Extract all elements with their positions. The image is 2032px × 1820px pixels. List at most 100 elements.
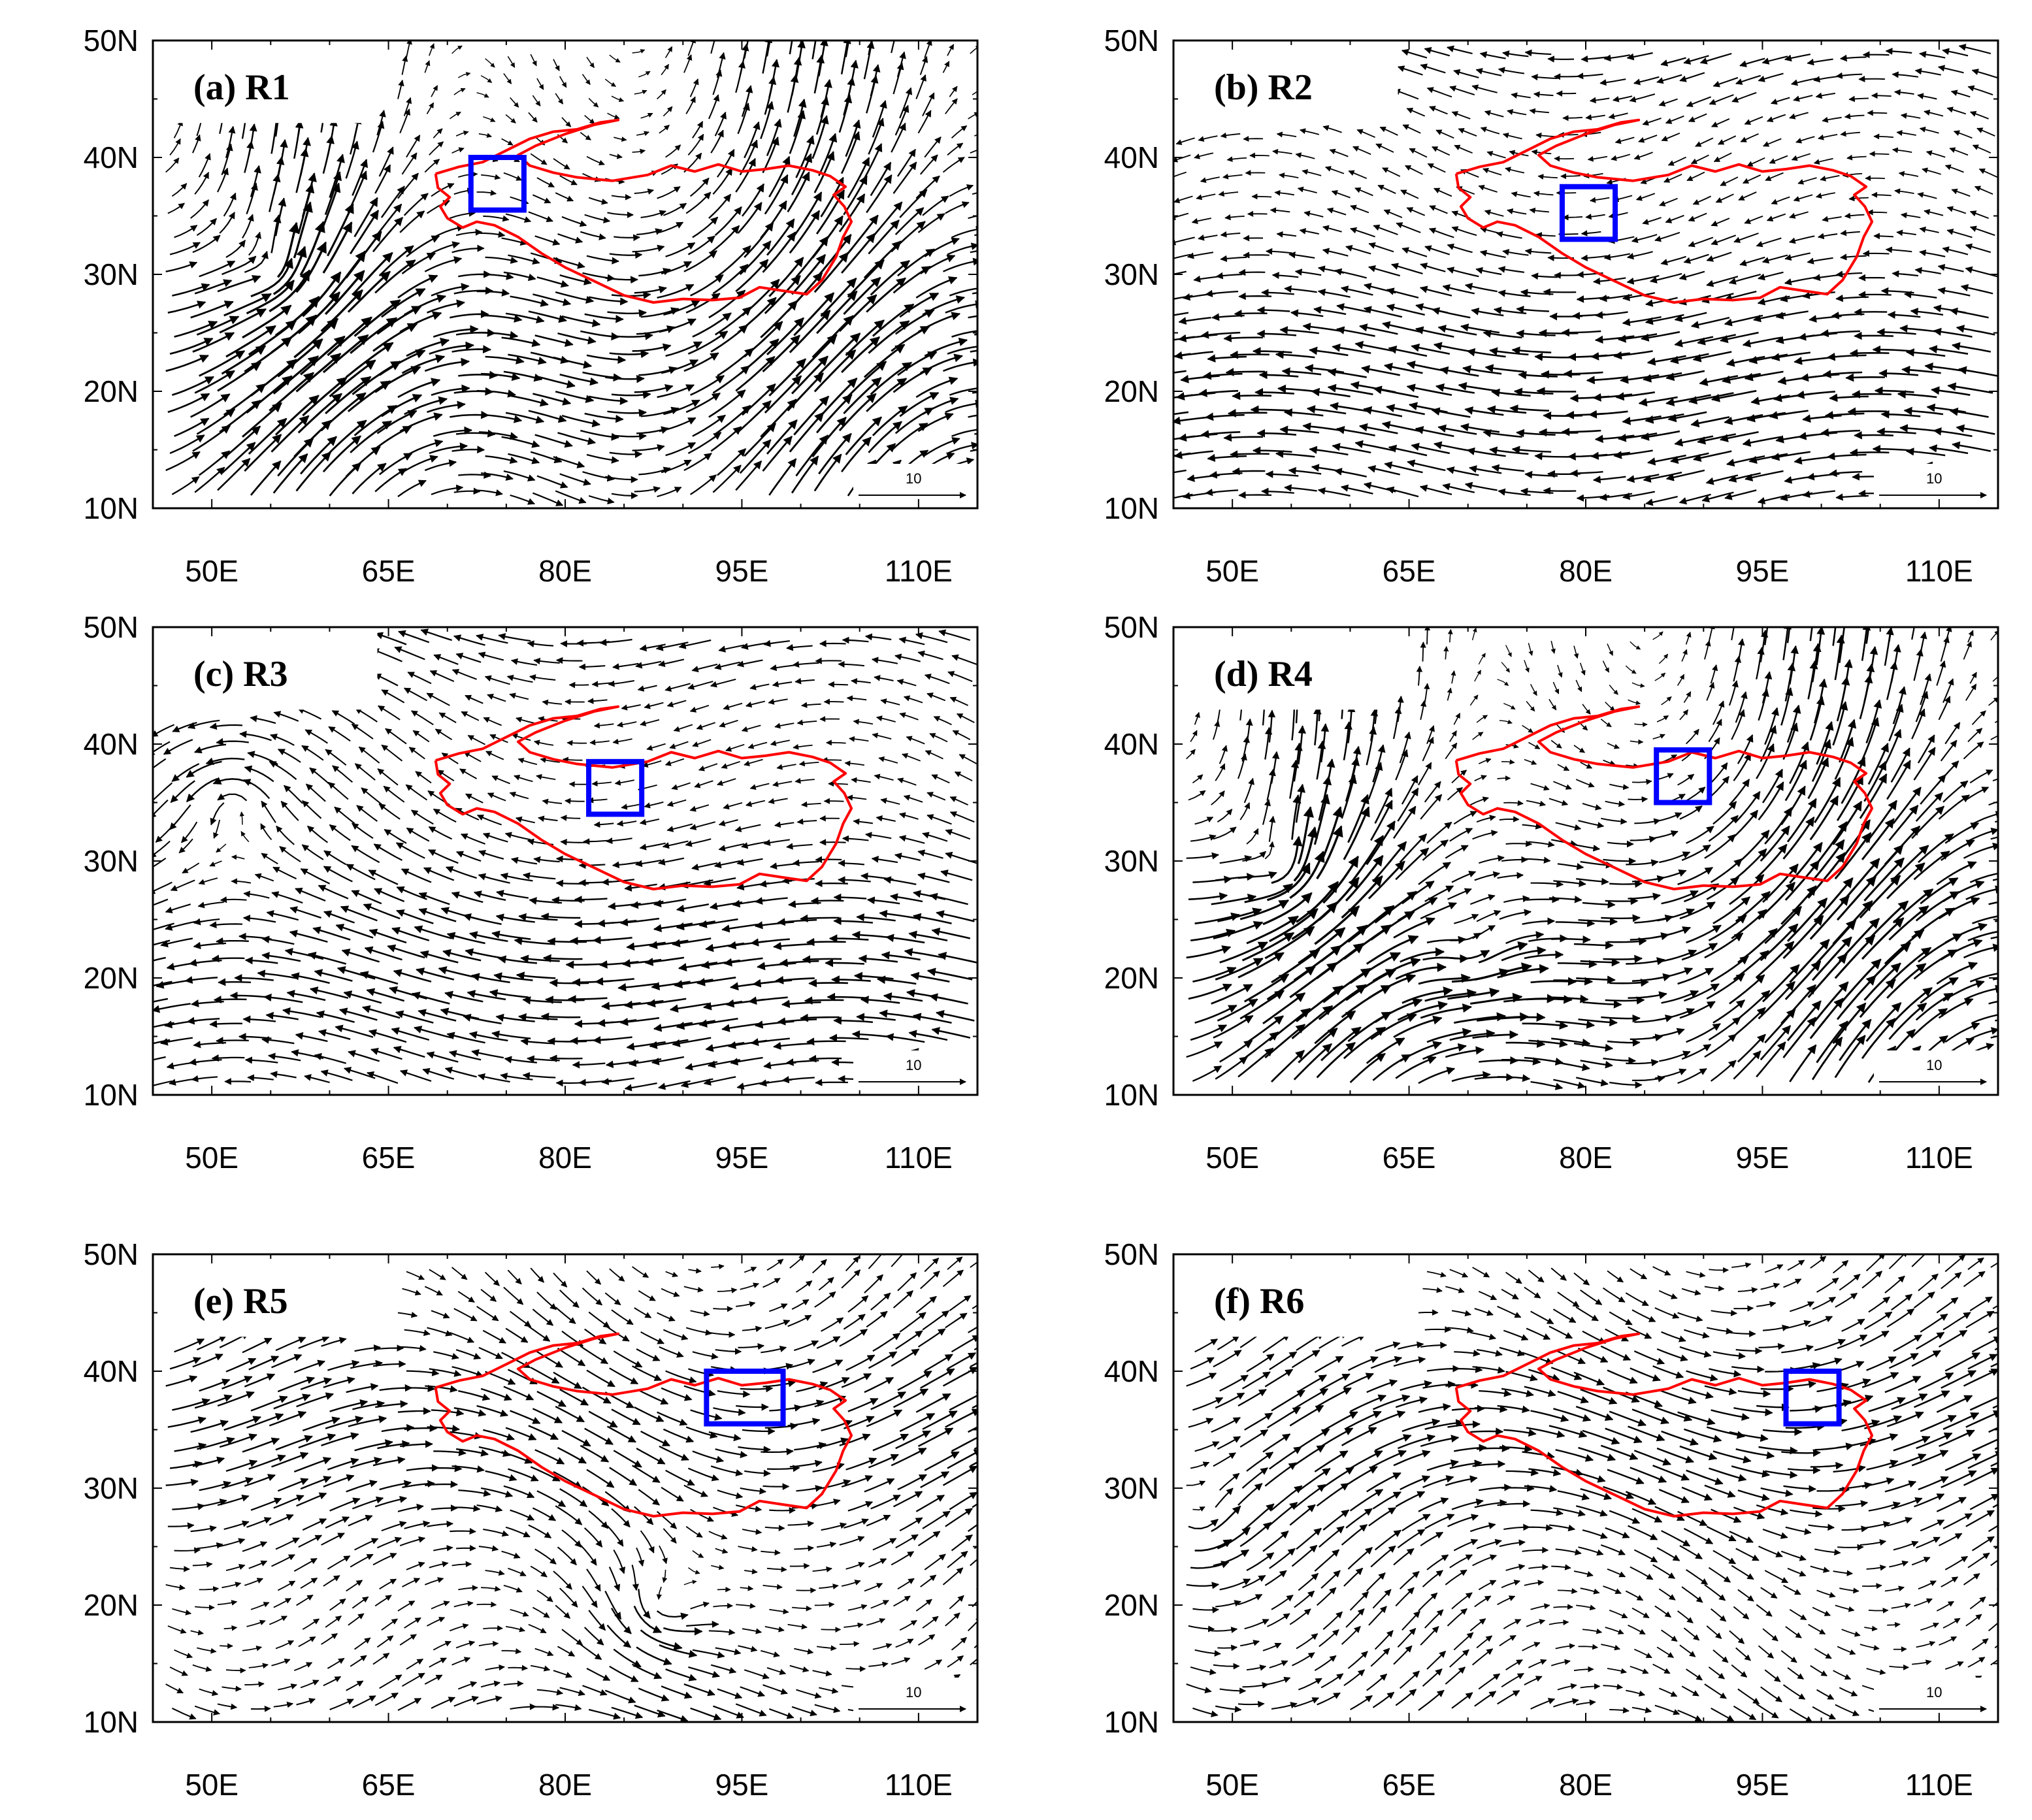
streamline [920, 1368, 955, 1389]
streamline [1404, 165, 1423, 175]
streamline [687, 681, 713, 690]
streamline [401, 152, 418, 175]
streamline [632, 49, 646, 54]
streamline [1327, 383, 1373, 395]
streamline [1630, 836, 1657, 843]
streamline [794, 1545, 814, 1552]
streamline [225, 1564, 246, 1571]
streamline [483, 215, 510, 222]
streamline [762, 231, 796, 273]
streamline [534, 1449, 565, 1465]
streamline [1681, 1685, 1699, 1697]
streamline [1343, 1669, 1366, 1687]
streamline [1914, 267, 1941, 274]
streamline [424, 459, 457, 472]
streamline [1997, 1489, 1998, 1491]
streamline [1615, 391, 1655, 401]
streamline [412, 730, 430, 743]
streamline [580, 1644, 602, 1661]
streamline [1433, 342, 1473, 353]
streamline [455, 130, 469, 137]
streamline [1526, 701, 1535, 712]
streamline [1949, 147, 1969, 156]
streamline [1429, 205, 1448, 214]
streamline [1575, 779, 1595, 788]
streamline [1190, 1666, 1217, 1676]
streamline [1505, 167, 1525, 174]
streamline [272, 355, 320, 395]
streamline [1478, 1580, 1497, 1591]
streamline [608, 1567, 621, 1592]
streamline [880, 798, 900, 805]
streamline [516, 971, 556, 981]
x-tick-label: 50E [1205, 1141, 1259, 1175]
streamline [1835, 1500, 1869, 1508]
streamline [856, 1013, 896, 1022]
streamline [967, 1616, 977, 1632]
streamline [1971, 69, 1997, 78]
streamline [1654, 1406, 1693, 1422]
streamline [335, 1024, 374, 1038]
streamline [1677, 1610, 1694, 1624]
streamline [666, 799, 687, 807]
streamline [895, 1638, 914, 1648]
streamline [296, 1594, 314, 1606]
streamline [661, 459, 692, 474]
streamline [1478, 185, 1498, 193]
streamline [1471, 1648, 1494, 1666]
streamline [1501, 1672, 1524, 1688]
streamline [1215, 1056, 1248, 1080]
streamline [692, 739, 712, 747]
streamline [270, 314, 318, 353]
streamline [484, 1271, 500, 1286]
streamline [555, 490, 587, 504]
streamline [1345, 968, 1397, 1001]
streamline [347, 270, 391, 313]
y-tick-label: 10N [1104, 491, 1159, 525]
streamline [246, 1517, 272, 1528]
streamline [1419, 285, 1452, 297]
streamline [689, 821, 715, 830]
streamline [725, 743, 745, 752]
streamline [1607, 1668, 1627, 1674]
streamline [309, 986, 349, 999]
streamline [1469, 465, 1502, 474]
streamline [1860, 1539, 1887, 1546]
streamline [1173, 493, 1193, 499]
streamline [690, 1310, 710, 1317]
streamline [1374, 1529, 1401, 1551]
streamline [1652, 1028, 1685, 1038]
streamline [839, 1329, 868, 1347]
streamline [505, 312, 545, 324]
streamline [254, 873, 274, 882]
y-tick-label: 30N [84, 844, 139, 878]
streamline [713, 1306, 734, 1312]
streamline [716, 52, 726, 78]
streamline [1402, 124, 1421, 134]
streamline [1762, 671, 1773, 704]
x-tick-label: 65E [1383, 1141, 1436, 1175]
streamline [846, 794, 867, 801]
x-tick-label: 110E [1905, 1141, 1973, 1175]
streamline [1420, 902, 1457, 920]
streamline [749, 683, 770, 691]
streamline [434, 728, 453, 741]
streamline [1967, 927, 1998, 941]
streamline [223, 192, 237, 217]
streamline [1557, 1587, 1578, 1595]
streamline [656, 1610, 689, 1620]
streamline [1758, 1446, 1798, 1455]
streamline [1833, 1465, 1866, 1473]
streamline [540, 1013, 581, 1021]
streamline [1995, 920, 1998, 922]
streamline [1607, 643, 1613, 656]
streamline [1178, 334, 1218, 343]
streamline [975, 1587, 977, 1591]
streamline [915, 632, 948, 643]
streamline [1529, 108, 1549, 114]
streamline [1829, 393, 1869, 402]
streamline [549, 1054, 583, 1063]
streamline [613, 1648, 642, 1668]
streamline [527, 640, 554, 648]
